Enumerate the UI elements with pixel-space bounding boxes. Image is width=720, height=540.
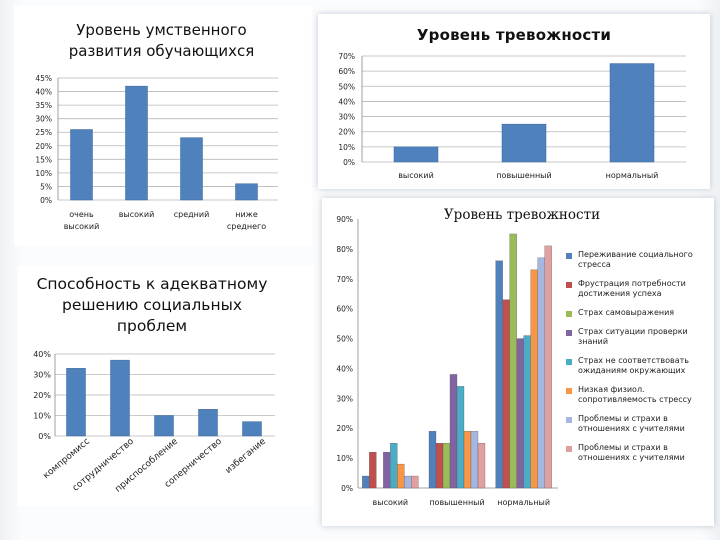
chart-anxiety-factors-title: Уровень тревожности bbox=[443, 207, 601, 223]
chart-anxiety-factors-legend: Переживание социального стресса Фрустраци… bbox=[566, 250, 706, 472]
chart-anxiety-panel: Уровень тревожности bbox=[318, 14, 710, 189]
legend-swatch bbox=[566, 311, 572, 317]
legend-label: Фрустрация потребности достижения успеха bbox=[578, 279, 686, 298]
legend-item: Низкая физиол. сопротивляемость стрессу bbox=[566, 385, 706, 405]
legend-swatch bbox=[566, 359, 572, 365]
legend-label: Страх не соответствовать ожиданиям окруж… bbox=[578, 356, 690, 375]
legend-swatch bbox=[566, 282, 572, 288]
legend-item: Проблемы и страхи в отношениях с учителя… bbox=[566, 414, 706, 434]
legend-label: Страх самовыражения bbox=[578, 308, 675, 317]
chart-social-panel: Способность к адекватному решению социал… bbox=[18, 266, 314, 506]
legend-item: Проблемы и страхи в отношениях с учителя… bbox=[566, 443, 706, 463]
legend-item: Фрустрация потребности достижения успеха bbox=[566, 279, 706, 299]
legend-label: Проблемы и страхи в отношениях с учителя… bbox=[578, 443, 685, 462]
chart-intelligence-panel: Уровень умственного развития обучающихся bbox=[14, 6, 312, 246]
chart-intelligence-title: Уровень умственного развития обучающихся bbox=[68, 21, 255, 60]
chart-anxiety-title: Уровень тревожности bbox=[416, 26, 612, 44]
legend-label: Низкая физиол. сопротивляемость стрессу bbox=[578, 385, 692, 404]
legend-swatch bbox=[566, 253, 572, 259]
legend-item: Страх самовыражения bbox=[566, 308, 706, 318]
legend-swatch bbox=[566, 330, 572, 336]
legend-swatch bbox=[566, 446, 572, 452]
legend-item: Страх ситуации проверки знаний bbox=[566, 327, 706, 347]
legend-label: Переживание социального стресса bbox=[578, 250, 693, 269]
legend-item: Страх не соответствовать ожиданиям окруж… bbox=[566, 356, 706, 376]
legend-swatch bbox=[566, 417, 572, 423]
chart-social-title: Способность к адекватному решению социал… bbox=[36, 275, 268, 335]
legend-label: Проблемы и страхи в отношениях с учителя… bbox=[578, 414, 685, 433]
legend-item: Переживание социального стресса bbox=[566, 250, 706, 270]
legend-swatch bbox=[566, 388, 572, 394]
legend-label: Страх ситуации проверки знаний bbox=[578, 327, 688, 346]
